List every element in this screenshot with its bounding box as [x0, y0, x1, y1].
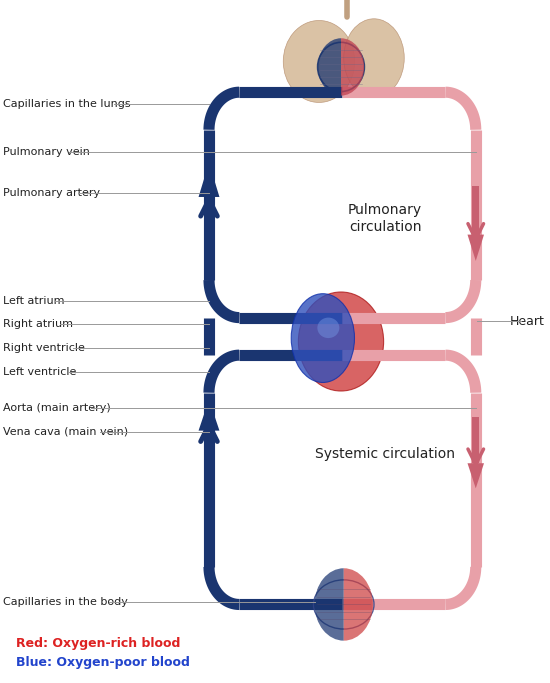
- Text: Left ventricle: Left ventricle: [3, 367, 76, 377]
- Polygon shape: [472, 186, 479, 235]
- Polygon shape: [204, 197, 214, 261]
- Wedge shape: [318, 38, 341, 96]
- Text: Right ventricle: Right ventricle: [3, 344, 85, 353]
- Text: Blue: Oxygen-poor blood: Blue: Oxygen-poor blood: [16, 656, 190, 669]
- Text: Capillaries in the body: Capillaries in the body: [3, 598, 128, 607]
- Text: Aorta (main artery): Aorta (main artery): [3, 403, 111, 413]
- Text: Pulmonary
circulation: Pulmonary circulation: [348, 204, 422, 234]
- Text: Right atrium: Right atrium: [3, 320, 73, 329]
- Ellipse shape: [292, 294, 354, 382]
- Polygon shape: [204, 431, 214, 488]
- Wedge shape: [315, 568, 344, 641]
- Polygon shape: [472, 417, 479, 463]
- Wedge shape: [344, 568, 373, 641]
- Text: Left atrium: Left atrium: [3, 296, 64, 305]
- Polygon shape: [468, 235, 484, 261]
- Polygon shape: [199, 400, 219, 431]
- Wedge shape: [341, 38, 364, 96]
- Text: Pulmonary artery: Pulmonary artery: [3, 188, 100, 197]
- Text: Pulmonary vein: Pulmonary vein: [3, 147, 90, 156]
- Polygon shape: [468, 463, 484, 488]
- Text: Capillaries in the lungs: Capillaries in the lungs: [3, 99, 130, 109]
- Ellipse shape: [317, 318, 339, 338]
- Text: Red: Oxygen-rich blood: Red: Oxygen-rich blood: [16, 637, 181, 650]
- Ellipse shape: [344, 18, 404, 97]
- Text: Vena cava (main vein): Vena cava (main vein): [3, 427, 128, 436]
- Ellipse shape: [298, 292, 384, 391]
- Text: Heart: Heart: [510, 314, 544, 328]
- Ellipse shape: [283, 20, 355, 102]
- Polygon shape: [199, 163, 219, 197]
- Text: Systemic circulation: Systemic circulation: [315, 447, 455, 461]
